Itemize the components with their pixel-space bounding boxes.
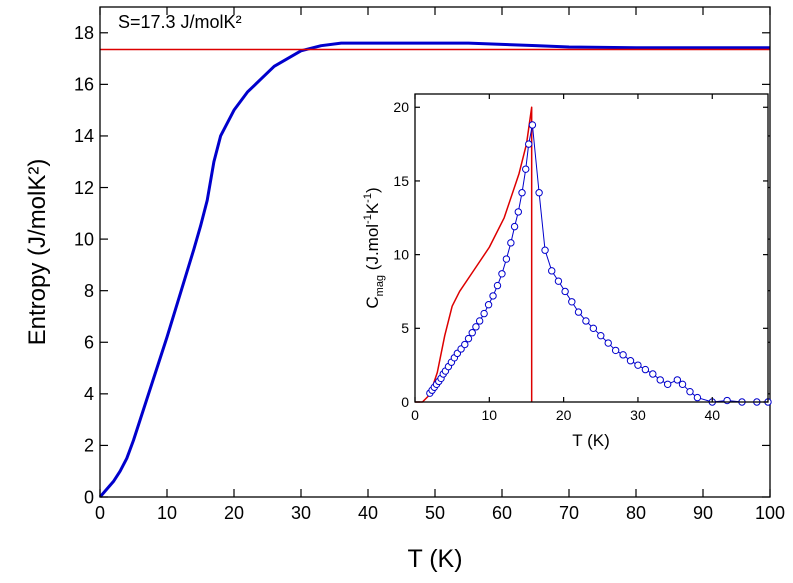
x-tick-label: 60: [492, 503, 512, 523]
x-axis-label: T (K): [407, 545, 462, 573]
data-point: [626, 357, 635, 365]
y-tick-label: 15: [393, 173, 409, 189]
data-point: [604, 339, 612, 347]
x-tick-label: 100: [755, 503, 785, 523]
y-tick-label: 16: [74, 75, 94, 95]
x-tick-label: 0: [411, 407, 419, 423]
data-point: [548, 267, 556, 275]
y-tick-label: 4: [84, 384, 94, 404]
label-part: -1: [362, 193, 374, 203]
x-tick-label: 20: [224, 503, 244, 523]
data-point: [493, 281, 502, 290]
data-point: [514, 208, 522, 216]
data-point: [686, 387, 694, 396]
data-point: [535, 189, 543, 197]
data-point: [619, 351, 627, 359]
x-tick-label: 10: [482, 407, 498, 423]
data-point: [723, 396, 731, 405]
x-tick-label: 0: [95, 503, 105, 523]
y-tick-label: 0: [401, 394, 409, 410]
data-point: [461, 340, 469, 349]
data-point: [522, 165, 530, 173]
data-point: [574, 308, 583, 316]
data-point: [597, 331, 605, 340]
y-axis-label: Entropy (J/molK²): [24, 159, 51, 346]
plot-frame: [414, 93, 769, 403]
data-point: [468, 329, 476, 337]
y-tick-label: 5: [401, 320, 409, 336]
data-point: [554, 277, 563, 285]
data-point: [568, 298, 576, 306]
x-tick-label: 40: [358, 503, 378, 523]
y-tick-label: 8: [84, 281, 94, 301]
y-tick-label: 12: [74, 178, 94, 198]
inset-background: [415, 94, 768, 402]
x-tick-label: 40: [704, 407, 720, 423]
data-point: [484, 301, 493, 309]
x-tick-label: 30: [291, 503, 311, 523]
label-part: -1: [362, 214, 374, 224]
data-point: [541, 246, 549, 254]
y-tick-label: 6: [84, 333, 94, 353]
data-point: [502, 255, 511, 263]
data-point: [589, 324, 598, 333]
x-tick-label: 20: [556, 407, 572, 423]
x-tick-label: 10: [157, 503, 177, 523]
y-tick-label: 0: [84, 487, 94, 507]
label-part: K: [363, 202, 382, 214]
data-point: [693, 393, 702, 402]
y-tick-label: 2: [84, 436, 94, 456]
inset-y-axis-label: Cmag (J.mol-1K-1): [362, 187, 386, 308]
data-point: [510, 222, 519, 231]
x-tick-label: 90: [693, 503, 713, 523]
data-point: [673, 376, 682, 384]
label-part: ): [363, 187, 382, 193]
data-point: [678, 380, 687, 389]
data-point: [525, 140, 533, 148]
data-point: [641, 365, 650, 374]
inset-x-axis-label: T (K): [572, 431, 609, 450]
label-part: mag: [374, 275, 386, 296]
data-point: [528, 121, 537, 129]
data-point: [649, 370, 657, 378]
y-tick-label: 14: [74, 126, 94, 146]
data-point: [634, 361, 642, 369]
data-line: [98, 41, 770, 498]
data-point: [561, 287, 569, 296]
y-tick-label: 20: [393, 99, 409, 115]
data-point: [472, 323, 480, 331]
data-point: [611, 346, 620, 355]
label-part: C: [363, 296, 382, 308]
data-point: [507, 239, 515, 247]
annotation: S=17.3 J/molK²: [118, 12, 242, 32]
x-tick-label: 80: [626, 503, 646, 523]
data-point: [656, 376, 664, 384]
data-point: [518, 189, 526, 197]
data-point: [582, 317, 590, 325]
y-tick-label: 18: [74, 23, 94, 43]
y-tick-label: 10: [393, 247, 409, 263]
data-point: [489, 292, 497, 300]
y-tick-label: 10: [74, 229, 94, 249]
x-tick-label: 70: [559, 503, 579, 523]
data-point: [464, 334, 473, 343]
data-point: [475, 317, 484, 325]
label-part: (J.mol: [363, 224, 382, 275]
x-tick-label: 50: [425, 503, 445, 523]
data-point: [663, 380, 672, 389]
data-point: [480, 309, 488, 318]
data-point: [498, 270, 506, 278]
x-tick-label: 30: [630, 407, 646, 423]
